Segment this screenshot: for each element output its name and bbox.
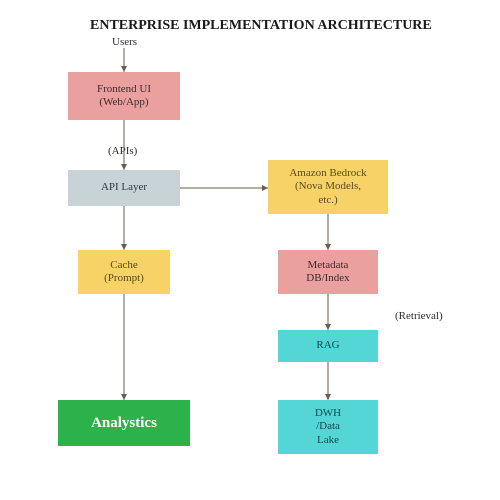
edge-layer	[0, 0, 500, 500]
